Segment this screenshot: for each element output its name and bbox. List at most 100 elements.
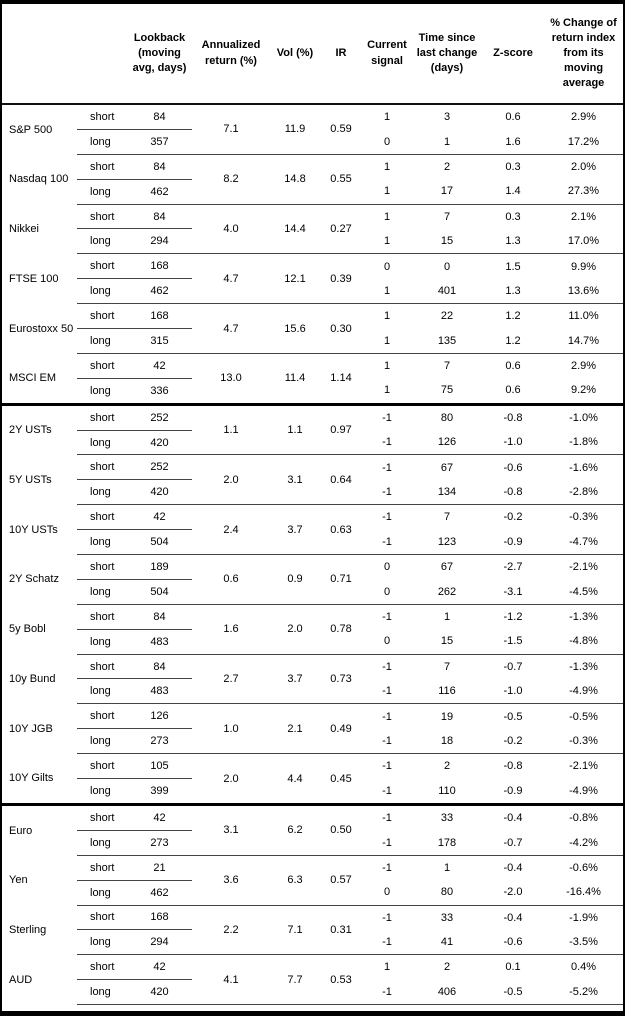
cell-pct-change-short: -2.1% (544, 753, 623, 779)
cell-annualized-return: 2.0 (192, 454, 270, 505)
cell-time-since-short: 67 (412, 454, 482, 480)
asset-row-short: 5Y USTs short 252 2.0 3.1 0.64 -1 67 -0.6 -1.6% (2, 454, 623, 505)
cell-vol: 6.0 (270, 1004, 320, 1011)
asset-row-short: 10y Bund short 84 2.7 3.7 0.73 -1 7 -0.7 -1.3% (2, 653, 623, 704)
cell-pct-change-long: 27.3% (567, 185, 600, 198)
cell-lookback-short: 168 (127, 253, 192, 279)
cell-time-since-long: 123 (437, 535, 457, 548)
leg-label-short: short (77, 303, 127, 329)
cell-lookback-long: 504 (127, 529, 192, 555)
cell-pct-change-short: -1.3% (544, 603, 623, 630)
cell-z-score-short: -0.8 (482, 402, 544, 431)
asset-row-long: long 462 1 17 1.4 27.3% (2, 178, 623, 205)
cell-vol: 0.9 (270, 554, 320, 605)
cell-signal-long: -1 (382, 436, 392, 449)
cell-pct-change-short: -0.5% (544, 703, 623, 729)
cell-pct-change-short: -1.0% (544, 402, 623, 431)
cell-time-since-short: 3 (443, 111, 451, 124)
cell-signal-long: 0 (383, 585, 391, 598)
asset-name: Nasdaq 100 (9, 173, 69, 186)
asset-row-long: long 273 -1 18 -0.2 -0.3% (2, 728, 623, 754)
cell-lookback-short: 42 (127, 802, 192, 831)
asset-row-long: long 420 -1 126 -1.0 -1.8% (2, 429, 623, 455)
cell-vol: 11.4 (270, 352, 320, 405)
cell-annualized-return: 4.0 (192, 203, 270, 254)
cell-z-score-short: 0.3 (482, 153, 544, 180)
cell-lookback-long: 399 (127, 778, 192, 805)
col-header-current-signal: Current signal (362, 4, 412, 105)
leg-label-short: short (77, 954, 127, 980)
leg-label-long: long (77, 328, 127, 354)
cell-time-since-long: 75 (440, 384, 454, 397)
cell-z-score-long: -0.6 (503, 936, 523, 949)
cell-lookback-short: 84 (127, 653, 192, 679)
cell-lookback-long: 483 (127, 628, 192, 655)
cell-lookback-long: 462 (127, 178, 192, 205)
cell-signal-long: 0 (383, 886, 391, 899)
asset-row-short: 2Y Schatz short 189 0.6 0.9 0.71 0 67 -2.7 -2.1% (2, 554, 623, 605)
asset-row-short: 5y Bobl short 84 1.6 2.0 0.78 -1 1 -1.2 -1.3% (2, 603, 623, 655)
cell-z-score-short: -0.8 (482, 1004, 544, 1011)
asset-name: 10Y Gilts (9, 772, 54, 785)
cell-vol: 14.8 (270, 153, 320, 205)
asset-row-short: MSCI EM short 42 13.0 11.4 1.14 1 7 0.6 2.9% (2, 352, 623, 405)
asset-row-short: Yen short 21 3.6 6.3 0.57 -1 1 -0.4 -0.6% (2, 854, 623, 905)
col-header-ir: IR (320, 4, 362, 105)
cell-signal-long: 1 (383, 384, 391, 397)
leg-label-long: long (77, 728, 127, 754)
cell-pct-change-long: 17.0% (567, 235, 600, 248)
cell-signal-long: 1 (383, 284, 391, 297)
cell-pct-change-short: 2.1% (544, 203, 623, 229)
cell-vol: 11.9 (284, 123, 306, 136)
cell-pct-change-long: -5.2% (569, 985, 598, 998)
cell-time-since-long: 80 (440, 886, 454, 899)
cell-z-score-long: 1.2 (505, 334, 521, 347)
cell-time-since-short: 80 (412, 402, 482, 431)
cell-time-since-short: 33 (412, 802, 482, 831)
cell-pct-change-short: 0.4% (544, 954, 623, 980)
cell-signal-long: -1 (382, 936, 392, 949)
cell-z-score-short: -0.4 (482, 904, 544, 930)
leg-label-long: long (77, 529, 127, 555)
asset-name: 2Y Schatz (9, 573, 59, 586)
cell-lookback-short: 168 (127, 904, 192, 930)
asset-row-short: 10Y USTs short 42 2.4 3.7 0.63 -1 7 -0.2 -0.3% (2, 504, 623, 555)
cell-time-since-long: 116 (438, 685, 456, 698)
cell-time-since-long: 178 (437, 836, 457, 849)
cell-time-since-short: 0 (412, 253, 482, 279)
asset-name: 10y Bund (9, 672, 56, 685)
leg-label-long: long (77, 278, 127, 304)
cell-time-since-long: 126 (437, 436, 457, 449)
asset-name: Eurostoxx 50 (9, 322, 74, 335)
asset-name: 10Y USTs (9, 523, 58, 536)
cell-signal-short: -1 (362, 603, 412, 630)
cell-z-score-short: 0.6 (482, 352, 544, 379)
cell-lookback-short: 42 (127, 352, 192, 379)
cell-annualized-return: 2.7 (192, 653, 270, 704)
leg-label-short: short (77, 554, 127, 580)
cell-time-since-short: 19 (412, 703, 482, 729)
col-header-vol: Vol (%) (270, 4, 320, 105)
asset-name: CAD (2, 1005, 77, 1011)
cell-ir: 0.64 (320, 454, 362, 505)
asset-row-short: S&P 500 short 84 7.1 11.9 0.59 1 3 0.6 2.9% (2, 104, 623, 136)
cell-signal-long: 0 (383, 635, 391, 648)
cell-z-score-long: -0.9 (503, 535, 523, 548)
cell-time-since-short: 90 (412, 1004, 482, 1011)
asset-name: Sterling (9, 923, 47, 936)
cell-annualized-return: 0.9 (192, 1004, 270, 1011)
asset-row-long: long 420 -1 406 -0.5 -5.2% (2, 979, 623, 1005)
header-row: Lookback (moving avg, days) Annualized r… (2, 4, 623, 105)
cell-z-score-short: -0.6 (482, 454, 544, 480)
cell-lookback-short: 168 (127, 1004, 192, 1011)
leg-label-short: short (77, 153, 127, 180)
cell-signal-short: 1 (362, 203, 412, 229)
cell-annualized-return: 1.0 (192, 703, 270, 754)
cell-lookback-long: 294 (127, 929, 192, 955)
cell-ir: 0.55 (320, 153, 362, 205)
asset-row-short: 10Y JGB short 126 1.0 2.1 0.49 -1 19 -0.5 -0.5% (2, 703, 623, 754)
cell-signal-short: -1 (362, 1004, 412, 1011)
cell-pct-change-long: -4.5% (569, 585, 598, 598)
leg-label-long: long (77, 929, 127, 955)
cell-signal-long: -1 (382, 486, 392, 499)
